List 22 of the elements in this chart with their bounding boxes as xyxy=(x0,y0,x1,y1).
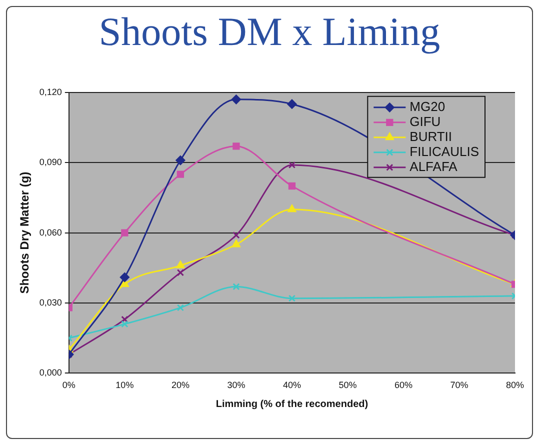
legend-label: BURTII xyxy=(410,128,452,144)
legend-label: MG20 xyxy=(410,98,446,114)
chart-title: Shoots DM x Liming xyxy=(98,8,442,55)
y-axis-title: Shoots Dry Matter (g) xyxy=(18,172,32,294)
x-tick-label: 10% xyxy=(116,380,134,390)
legend-label: FILICAULIS xyxy=(410,144,480,159)
y-tick-label: 0,030 xyxy=(39,297,62,308)
y-tick-label: 0,090 xyxy=(39,157,62,168)
x-tick-label: 60% xyxy=(394,380,412,390)
x-tick-label: 40% xyxy=(282,380,301,390)
x-tick-label: 80% xyxy=(506,380,524,390)
x-tick-label: 30% xyxy=(227,380,246,390)
x-tick-label: 0% xyxy=(62,380,76,390)
legend-label: ALFAFA xyxy=(410,158,458,174)
y-tick-label: 0,060 xyxy=(39,227,62,238)
y-tick-label: 0,120 xyxy=(39,86,62,97)
x-tick-label: 50% xyxy=(338,380,357,390)
x-tick-label: 20% xyxy=(171,380,190,390)
x-axis-title: Limming (% of the recomended) xyxy=(216,398,368,410)
x-tick-label: 70% xyxy=(450,380,468,390)
y-tick-label: 0,000 xyxy=(39,368,62,378)
legend-label: GIFU xyxy=(410,114,441,129)
